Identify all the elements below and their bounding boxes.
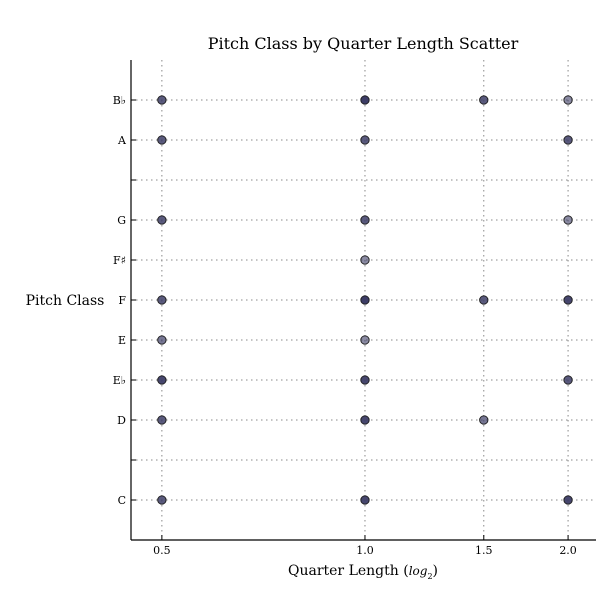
scatter-point: [157, 495, 167, 505]
y-tick-label: D: [117, 414, 126, 427]
x-axis-label-sub: 2: [427, 572, 432, 581]
scatter-point: [360, 295, 370, 305]
scatter-point: [360, 335, 370, 345]
scatter-point: [157, 335, 167, 345]
scatter-point: [563, 135, 573, 145]
scatter-point: [563, 215, 573, 225]
scatter-point: [360, 255, 370, 265]
y-axis-label: Pitch Class: [26, 293, 105, 309]
scatter-point: [360, 135, 370, 145]
chart-title: Pitch Class by Quarter Length Scatter: [208, 34, 519, 53]
x-axis-label-math: log: [409, 564, 428, 578]
x-tick-label: 1.0: [356, 544, 374, 557]
x-axis-label: Quarter Length (log2): [288, 563, 438, 581]
y-tick-label: A: [117, 134, 127, 147]
x-axis-label-text: Quarter Length (: [288, 563, 409, 579]
scatter-point: [360, 95, 370, 105]
scatter-point: [563, 375, 573, 385]
scatter-point: [479, 295, 489, 305]
scatter-point: [563, 295, 573, 305]
y-tick-label: C: [118, 494, 126, 507]
scatter-point: [157, 215, 167, 225]
scatter-point: [563, 495, 573, 505]
y-tick-label: G: [117, 214, 126, 227]
scatter-point: [479, 95, 489, 105]
scatter-point: [360, 415, 370, 425]
tick-layer: 0.5 1.0 1.5 2.0 C D E♭ E F F♯ G A B♭: [113, 94, 577, 557]
scatter-point: [360, 215, 370, 225]
x-axis-label-close: ): [433, 563, 438, 579]
scatter-point: [360, 375, 370, 385]
x-tick-label: 0.5: [153, 544, 171, 557]
y-tick-label: B♭: [113, 94, 126, 107]
scatter-point: [157, 295, 167, 305]
scatter-point: [360, 495, 370, 505]
y-tick-label: E: [118, 334, 126, 347]
y-tick-label: F♯: [113, 254, 126, 267]
x-tick-label: 2.0: [559, 544, 577, 557]
scatter-point: [479, 415, 489, 425]
y-tick-label: E♭: [113, 374, 126, 387]
scatter-point: [157, 135, 167, 145]
scatter-point: [563, 95, 573, 105]
scatter-point: [157, 375, 167, 385]
point-layer: [157, 95, 573, 505]
scatter-point: [157, 415, 167, 425]
x-tick-label: 1.5: [475, 544, 493, 557]
y-tick-label: F: [118, 294, 126, 307]
scatter-point: [157, 95, 167, 105]
